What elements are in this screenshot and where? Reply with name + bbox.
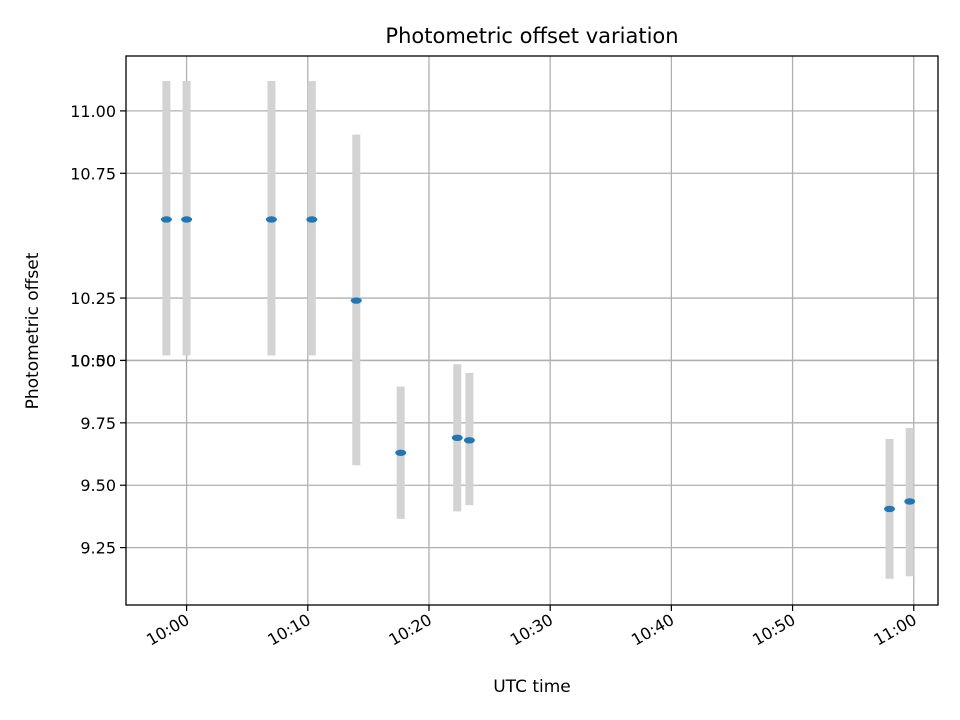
data-point	[181, 216, 193, 223]
y-tick-label: 10.25	[70, 289, 116, 308]
y-tick-label: 10.00	[70, 351, 116, 370]
data-point	[463, 437, 475, 444]
y-axis-label: Photometric offset	[23, 252, 43, 409]
y-tick-label: 10.75	[70, 164, 116, 183]
x-axis-label: UTC time	[493, 677, 571, 697]
data-point	[160, 216, 172, 223]
data-point	[265, 216, 277, 223]
plot-frame	[125, 55, 939, 606]
data-point	[395, 449, 407, 456]
data-point	[904, 498, 916, 505]
y-tick-label: 9.25	[80, 539, 116, 558]
y-tick-label: 9.75	[80, 414, 116, 433]
data-point	[884, 505, 896, 513]
y-tick-label: 10:50	[70, 351, 116, 370]
data-point	[350, 297, 362, 304]
y-tick-label: 9.50	[80, 476, 116, 495]
data-point	[306, 216, 318, 223]
data-points	[160, 216, 916, 513]
data-point	[451, 434, 463, 442]
grid-lines	[126, 56, 938, 605]
y-tick-label: 11.00	[70, 102, 116, 121]
chart-title: Photometric offset variation	[385, 24, 678, 48]
